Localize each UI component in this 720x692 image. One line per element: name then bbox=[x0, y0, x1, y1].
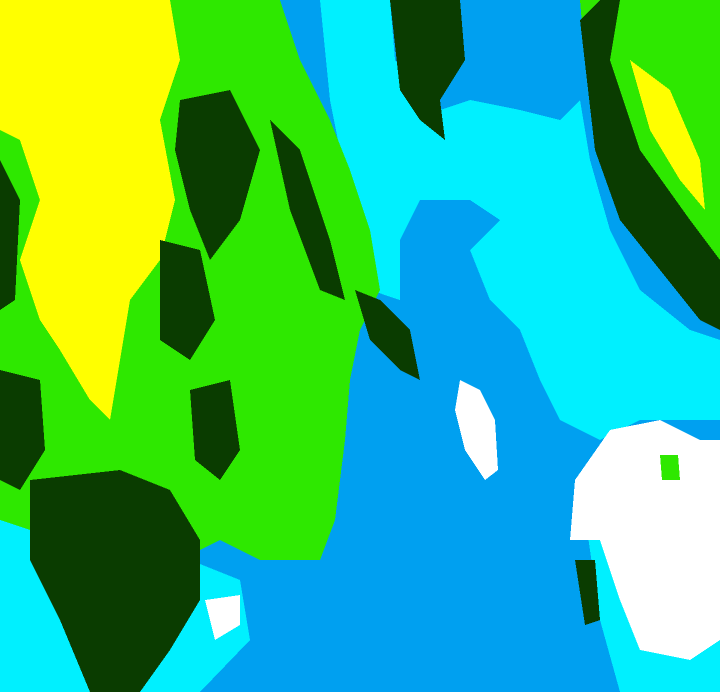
dark-green-south bbox=[30, 470, 200, 692]
green-spot-east bbox=[660, 455, 680, 480]
dark-green-west-lower bbox=[0, 370, 45, 490]
dark-green-center-2 bbox=[160, 240, 215, 360]
white-patch-southwest bbox=[205, 595, 240, 640]
dark-green-top-center bbox=[390, 0, 465, 140]
white-patch-east bbox=[570, 420, 720, 660]
yellow-region-northeast bbox=[630, 60, 705, 210]
dark-green-center-3 bbox=[190, 380, 240, 480]
dark-green-ridge-east bbox=[355, 290, 420, 380]
dark-green-west-edge bbox=[0, 160, 20, 310]
dark-green-southeast bbox=[575, 560, 600, 625]
dark-green-east-band bbox=[580, 0, 720, 330]
dark-green-center-1 bbox=[175, 90, 260, 260]
dark-green-ridge bbox=[270, 120, 345, 300]
white-patch-center bbox=[455, 380, 498, 480]
yellow-region-northwest bbox=[0, 0, 180, 420]
